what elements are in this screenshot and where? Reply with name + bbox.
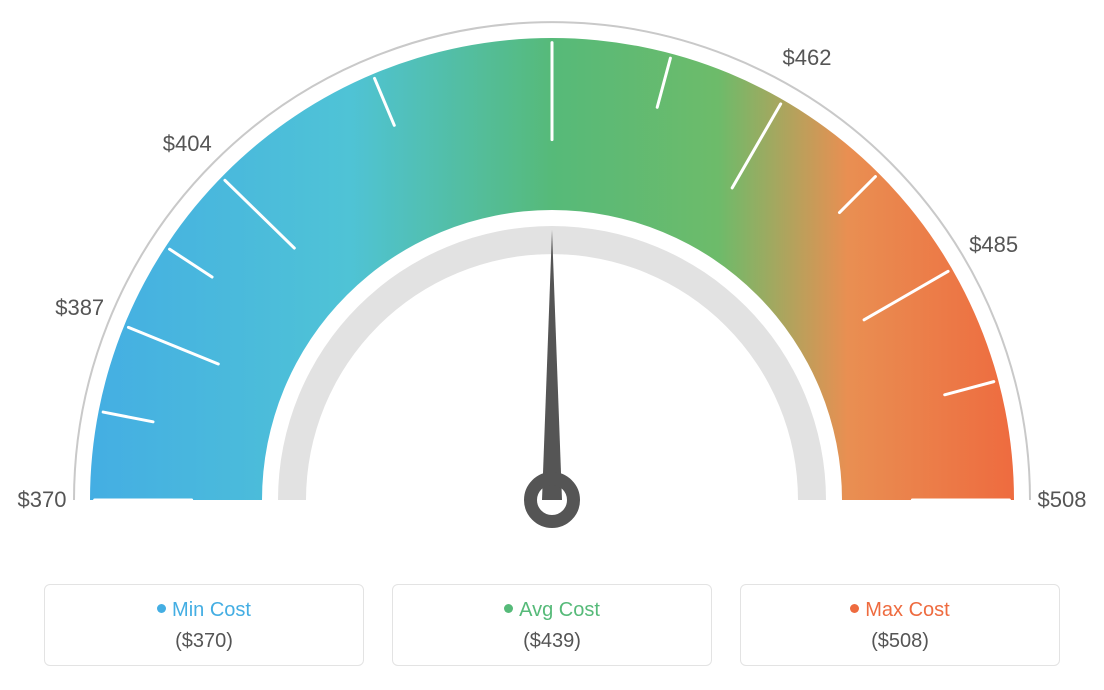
gauge-area: $370 $387 $404 $439 $462 $485 $508	[0, 0, 1104, 560]
cost-gauge-infographic: $370 $387 $404 $439 $462 $485 $508 Min Cost ($3…	[0, 0, 1104, 690]
legend-row: Min Cost ($370) Avg Cost ($439) Max Cost ($50…	[0, 584, 1104, 666]
gauge-tick-label: $387	[55, 295, 104, 321]
legend-title-text: Min Cost	[172, 599, 251, 621]
legend-card: Avg Cost ($439)	[392, 584, 712, 666]
legend-dot-icon	[850, 604, 859, 613]
legend-dot-icon	[157, 604, 166, 613]
legend-card: Min Cost ($370)	[44, 584, 364, 666]
legend-title: Min Cost	[55, 599, 353, 622]
legend-title: Max Cost	[751, 599, 1049, 622]
legend-dot-icon	[504, 604, 513, 613]
legend-title-text: Avg Cost	[519, 599, 600, 621]
gauge-tick-label: $404	[163, 131, 212, 157]
gauge-svg	[0, 0, 1104, 560]
legend-card: Max Cost ($508)	[740, 584, 1060, 666]
gauge-tick-label: $370	[18, 487, 67, 513]
gauge-tick-label: $439	[528, 0, 577, 3]
legend-value: ($508)	[751, 630, 1049, 653]
gauge-tick-label: $508	[1038, 487, 1087, 513]
legend-title: Avg Cost	[403, 599, 701, 622]
legend-title-text: Max Cost	[865, 599, 949, 621]
legend-value: ($370)	[55, 630, 353, 653]
gauge-tick-label: $485	[969, 232, 1018, 258]
gauge-tick-label: $462	[783, 45, 832, 71]
legend-value: ($439)	[403, 630, 701, 653]
